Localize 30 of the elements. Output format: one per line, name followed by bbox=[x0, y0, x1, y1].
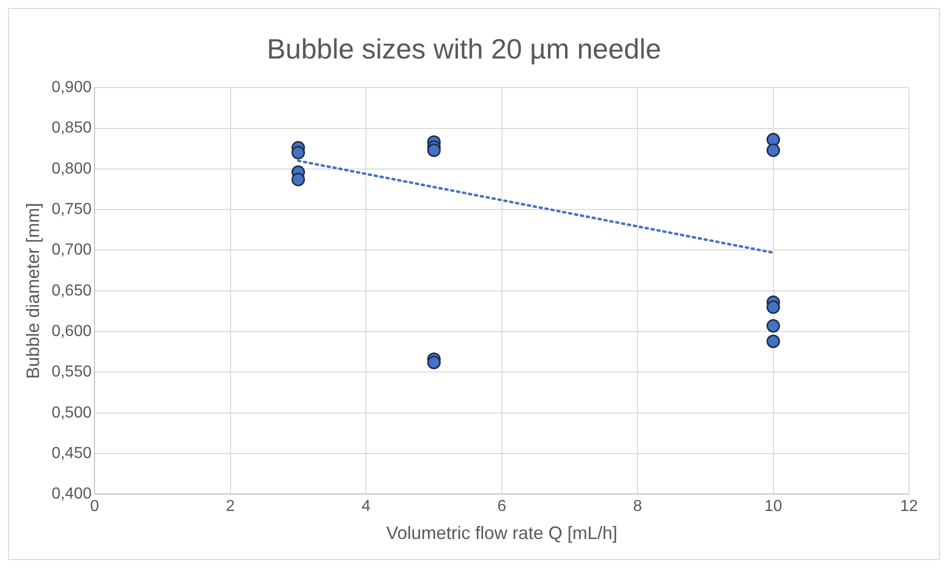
y-tick-label: 0,900 bbox=[52, 79, 92, 96]
point bbox=[291, 146, 305, 160]
x-tick-label: 2 bbox=[226, 498, 235, 516]
point bbox=[766, 132, 780, 146]
x-tick-label: 0 bbox=[90, 498, 100, 516]
point bbox=[427, 143, 441, 157]
y-tick-label: 0,400 bbox=[52, 486, 92, 503]
y-tick-label: 0,550 bbox=[52, 364, 92, 381]
y-tick-label: 0,450 bbox=[52, 444, 92, 462]
y-tick-label: 0,650 bbox=[52, 282, 92, 300]
x-tick-label: 6 bbox=[497, 498, 506, 516]
y-axis-title: Bubble diameter [mm] bbox=[22, 202, 43, 379]
x-tick-label: 4 bbox=[362, 498, 371, 516]
x-tick-label: 10 bbox=[764, 498, 782, 516]
point bbox=[766, 143, 780, 157]
point bbox=[766, 334, 780, 348]
x-axis-title: Volumetric flow rate Q [mL/h] bbox=[386, 523, 618, 544]
chart-title: Bubble sizes with 20 µm needle bbox=[266, 34, 662, 65]
y-tick-label: 0,700 bbox=[52, 242, 92, 259]
point bbox=[427, 356, 441, 370]
y-tick-label: 0,600 bbox=[52, 322, 92, 340]
y-tick-label: 0,500 bbox=[52, 404, 92, 422]
y-tick-label: 0,850 bbox=[52, 120, 92, 137]
point bbox=[766, 300, 780, 314]
y-tick-label: 0,750 bbox=[52, 200, 92, 218]
x-tick-label: 12 bbox=[900, 498, 918, 516]
point bbox=[291, 172, 305, 186]
x-tick-label: 8 bbox=[633, 498, 642, 516]
y-tick-label: 0,800 bbox=[52, 160, 92, 178]
point bbox=[766, 319, 780, 333]
